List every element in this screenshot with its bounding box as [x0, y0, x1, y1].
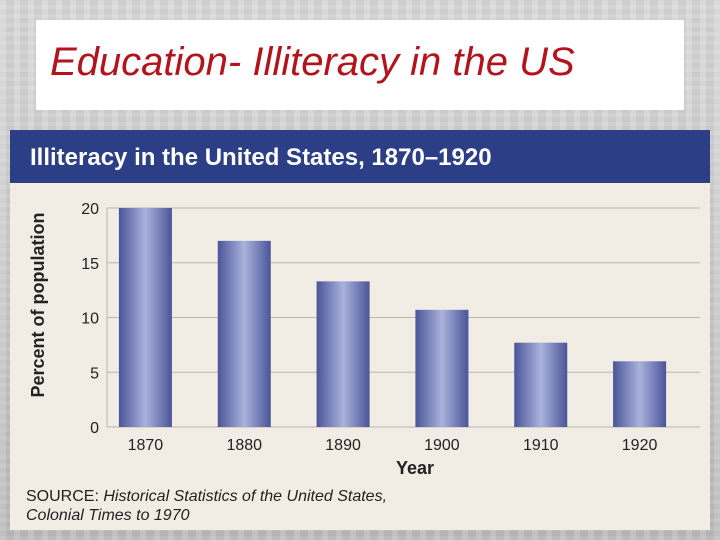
source-prefix: SOURCE:: [26, 488, 104, 505]
bar-1890: [316, 281, 370, 427]
x-tick-labels: 1870 1880 1890 1900 1910 1920: [128, 437, 658, 454]
source-note: SOURCE: Historical Statistics of the Uni…: [26, 487, 586, 525]
source-title-line2: Colonial Times to 1970: [26, 507, 190, 524]
y-tick-label: 5: [90, 365, 99, 382]
bar-1880: [217, 240, 271, 427]
x-tick-label: 1880: [226, 437, 262, 454]
y-axis-label: Percent of population: [28, 212, 48, 397]
x-axis-label: Year: [396, 458, 434, 478]
y-tick-label: 10: [81, 311, 99, 328]
bar-1870: [118, 208, 172, 427]
slide-title-box: [36, 20, 684, 110]
chart-title: Illiteracy in the United States, 1870–19…: [30, 144, 492, 171]
y-tick-label: 0: [90, 420, 99, 437]
bar-chart: 0 5 10 15 20 1870 1880 1890 1900 1910 1920 Percen…: [28, 201, 700, 478]
x-tick-label: 1890: [325, 437, 361, 454]
chart-panel: Illiteracy in the United States, 1870–19…: [10, 130, 710, 530]
y-tick-label: 15: [81, 256, 99, 273]
y-tick-label: 20: [81, 201, 99, 218]
bar-1920: [613, 361, 667, 427]
source-title-line1: Historical Statistics of the United Stat…: [103, 488, 388, 505]
chart-header: Illiteracy in the United States, 1870–19…: [10, 130, 710, 183]
gridlines: [106, 207, 700, 428]
x-tick-label: 1870: [128, 437, 164, 454]
bar-1900: [415, 309, 469, 427]
slide-title: Education- Illiteracy in the US: [50, 40, 575, 84]
bars: [118, 208, 667, 427]
y-tick-labels: 0 5 10 15 20: [81, 201, 99, 437]
x-tick-label: 1900: [424, 437, 460, 454]
x-tick-label: 1920: [622, 437, 658, 454]
x-tick-label: 1910: [523, 437, 559, 454]
bar-1910: [514, 342, 568, 427]
